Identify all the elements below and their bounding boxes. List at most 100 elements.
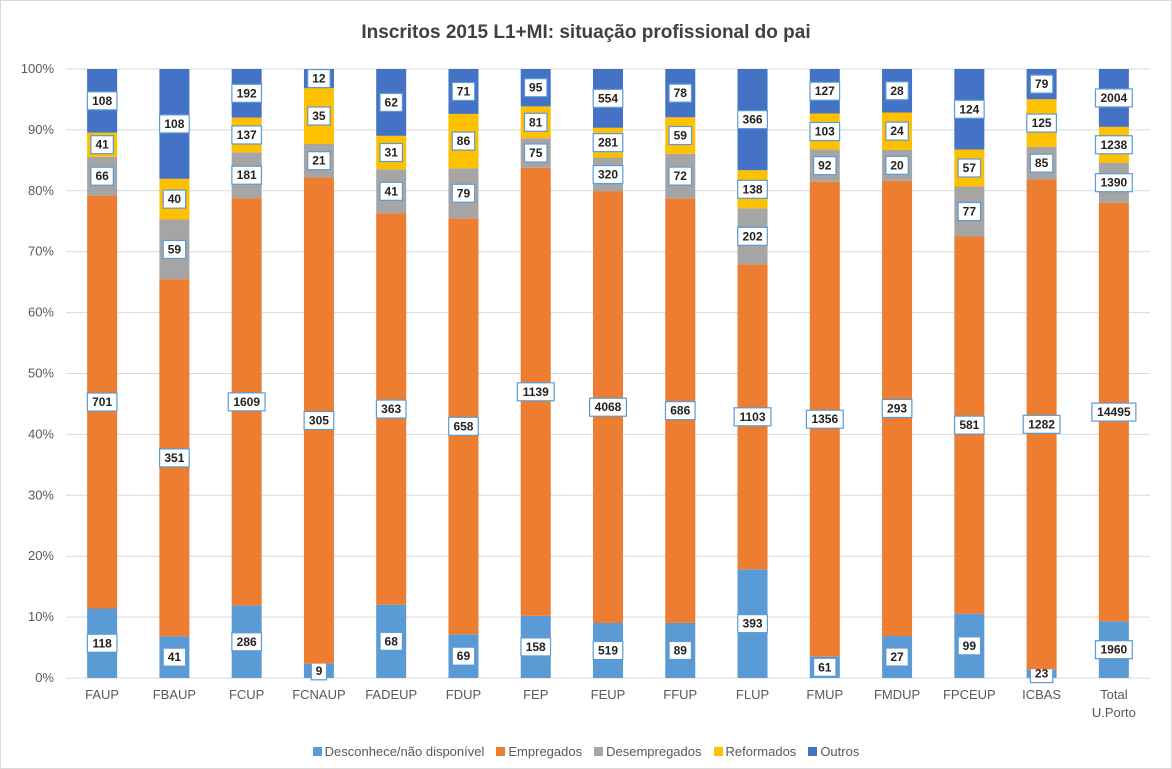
data-label: 581 — [959, 418, 979, 432]
y-tick-label: 70% — [28, 244, 54, 259]
data-label: 108 — [164, 117, 184, 131]
data-label-box — [159, 448, 190, 468]
x-tick-label: FCUP — [229, 687, 264, 702]
data-label: 79 — [457, 186, 471, 200]
chart-legend: Desconhece/não disponível Empregados Desem… — [0, 744, 1172, 759]
x-tick-label: FFUP — [663, 687, 697, 702]
data-label-box — [86, 633, 118, 653]
data-label: 351 — [164, 451, 184, 465]
data-label-box — [523, 112, 548, 132]
data-label: 57 — [963, 161, 977, 175]
data-label-box — [1094, 173, 1133, 193]
data-label: 1390 — [1101, 176, 1128, 190]
data-label-box — [227, 392, 266, 412]
data-label: 1139 — [523, 385, 549, 399]
data-label: 14495 — [1097, 405, 1131, 419]
data-label-box — [885, 121, 909, 141]
data-label: 1238 — [1101, 138, 1128, 152]
data-label: 686 — [670, 404, 690, 418]
data-label-box — [1029, 153, 1054, 173]
legend-swatch — [312, 747, 322, 756]
legend-item: Desempregados — [594, 744, 702, 759]
data-label: 127 — [815, 84, 835, 98]
data-label: 95 — [529, 81, 543, 95]
data-label: 40 — [168, 192, 182, 206]
data-label: 1609 — [233, 395, 260, 409]
data-label: 366 — [743, 113, 763, 127]
legend-label: Desconhece/não disponível — [324, 744, 485, 759]
data-label: 124 — [959, 102, 979, 116]
x-tick-label: FLUP — [736, 687, 769, 702]
data-label-box — [523, 143, 548, 163]
data-label: 4068 — [595, 400, 622, 414]
data-label-box — [737, 614, 768, 634]
data-label: 59 — [674, 129, 688, 143]
data-label-box — [1094, 88, 1133, 108]
data-label: 21 — [312, 154, 326, 168]
data-label-box — [231, 125, 263, 145]
data-label: 138 — [743, 182, 763, 196]
data-label: 85 — [1035, 156, 1049, 170]
data-label-box — [162, 239, 187, 260]
legend-swatch — [808, 747, 818, 756]
data-label-box — [451, 131, 476, 151]
data-label: 99 — [963, 639, 977, 653]
legend-label: Empregados — [508, 744, 583, 759]
data-label-box — [957, 636, 982, 656]
data-label: 281 — [598, 136, 618, 150]
data-label-box — [379, 142, 403, 163]
data-label: 181 — [237, 168, 257, 182]
data-label: 293 — [887, 401, 907, 415]
x-tick-label: FAUP — [85, 687, 119, 702]
data-label-box — [885, 81, 909, 101]
data-label: 27 — [890, 650, 904, 664]
chart-title: Inscritos 2015 L1+MI: situação profissio… — [361, 22, 811, 43]
data-label: 118 — [92, 636, 112, 650]
data-label-box — [86, 91, 118, 111]
data-label: 1103 — [740, 410, 766, 424]
data-label: 41 — [168, 650, 182, 664]
data-label: 9 — [316, 664, 323, 678]
data-label: 286 — [237, 635, 257, 649]
data-label-box — [516, 382, 555, 402]
x-tick-label: FMDUP — [874, 687, 920, 702]
data-label: 320 — [598, 168, 618, 182]
data-label-box — [588, 397, 627, 417]
x-tick-label: FEUP — [591, 687, 626, 702]
data-label-box — [668, 83, 693, 103]
x-tick-label: FCNAUP — [292, 687, 345, 702]
data-label: 554 — [598, 91, 618, 105]
data-label: 89 — [674, 643, 688, 657]
data-label: 92 — [818, 159, 832, 173]
x-tick-label: FDUP — [446, 687, 481, 702]
data-label-box — [307, 68, 331, 89]
data-label-box — [957, 158, 982, 178]
data-label: 1282 — [1028, 417, 1055, 431]
data-label-box — [953, 99, 985, 119]
data-label-box — [375, 399, 407, 419]
data-label: 77 — [963, 205, 977, 219]
x-tick-label: FMUP — [806, 687, 843, 702]
data-label-box — [809, 121, 841, 142]
data-label: 393 — [743, 617, 763, 631]
data-label-box — [812, 657, 837, 677]
data-label-box — [523, 78, 548, 98]
data-label: 66 — [95, 169, 109, 183]
data-label: 68 — [385, 634, 399, 648]
data-label-box — [664, 401, 696, 421]
legend-item: Desconhece/não disponível — [312, 744, 485, 759]
data-label-box — [885, 155, 909, 175]
y-tick-label: 100% — [21, 61, 55, 76]
x-tick-label: FPCEUP — [943, 687, 996, 702]
legend-label: Outros — [820, 744, 860, 759]
data-label-box — [1091, 402, 1137, 422]
data-label: 1356 — [811, 412, 838, 426]
data-label-box — [668, 166, 693, 186]
data-label-box — [162, 189, 187, 209]
data-label: 192 — [237, 86, 257, 100]
data-label: 519 — [598, 643, 618, 657]
y-tick-label: 10% — [28, 609, 54, 624]
y-tick-label: 60% — [28, 305, 54, 320]
data-label-box — [1094, 135, 1133, 155]
